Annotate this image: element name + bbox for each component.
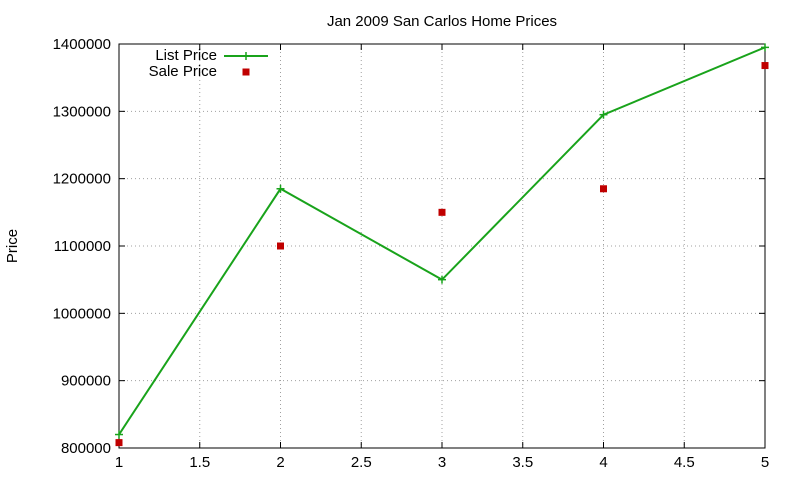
axis-ticks: 1 1.5 2 2.5 3 3.5 4 4.5 5 800000 900000 1000000 1100… — [53, 36, 770, 471]
legend-label-sale-price: Sale Price — [149, 63, 217, 80]
x-tick-label: 5 — [761, 454, 769, 471]
legend: List Price Sale Price — [149, 47, 268, 80]
y-tick-label: 1000000 — [53, 305, 111, 322]
legend-marker-list-price — [242, 52, 250, 60]
sale-price-point — [600, 185, 607, 193]
list-price-point — [115, 430, 123, 439]
x-tick-label: 4 — [599, 454, 607, 471]
sale-price-point — [115, 439, 123, 447]
legend-label-list-price: List Price — [155, 47, 217, 64]
sale-price-point — [761, 62, 769, 70]
y-tick-label: 1400000 — [53, 36, 111, 53]
x-tick-label: 1 — [115, 454, 123, 471]
list-price-point — [761, 43, 769, 52]
list-price-point — [599, 110, 608, 119]
sale-price-point — [277, 242, 284, 250]
y-tick-label: 1200000 — [53, 171, 111, 188]
y-tick-label: 900000 — [61, 373, 111, 390]
legend-sample-sale-price — [242, 68, 250, 76]
y-tick-label: 1100000 — [54, 238, 111, 255]
x-tick-label: 4.5 — [674, 454, 695, 471]
grid — [119, 44, 765, 448]
legend-sample-list-price — [224, 52, 268, 60]
y-tick-label: 800000 — [61, 440, 111, 457]
sale-price-point — [438, 208, 446, 216]
y-axis-label: Price — [4, 229, 21, 263]
chart-title: Jan 2009 San Carlos Home Prices — [327, 13, 557, 30]
x-tick-label: 2 — [276, 454, 284, 471]
x-tick-label: 3.5 — [512, 454, 533, 471]
series — [115, 43, 769, 447]
x-tick-label: 1.5 — [189, 454, 210, 471]
legend-marker-sale-price — [242, 68, 250, 76]
y-tick-label: 1300000 — [53, 103, 111, 120]
list-price-point — [438, 275, 446, 284]
x-tick-label: 3 — [438, 454, 446, 471]
list-price-point — [276, 184, 285, 193]
x-tick-label: 2.5 — [351, 454, 372, 471]
